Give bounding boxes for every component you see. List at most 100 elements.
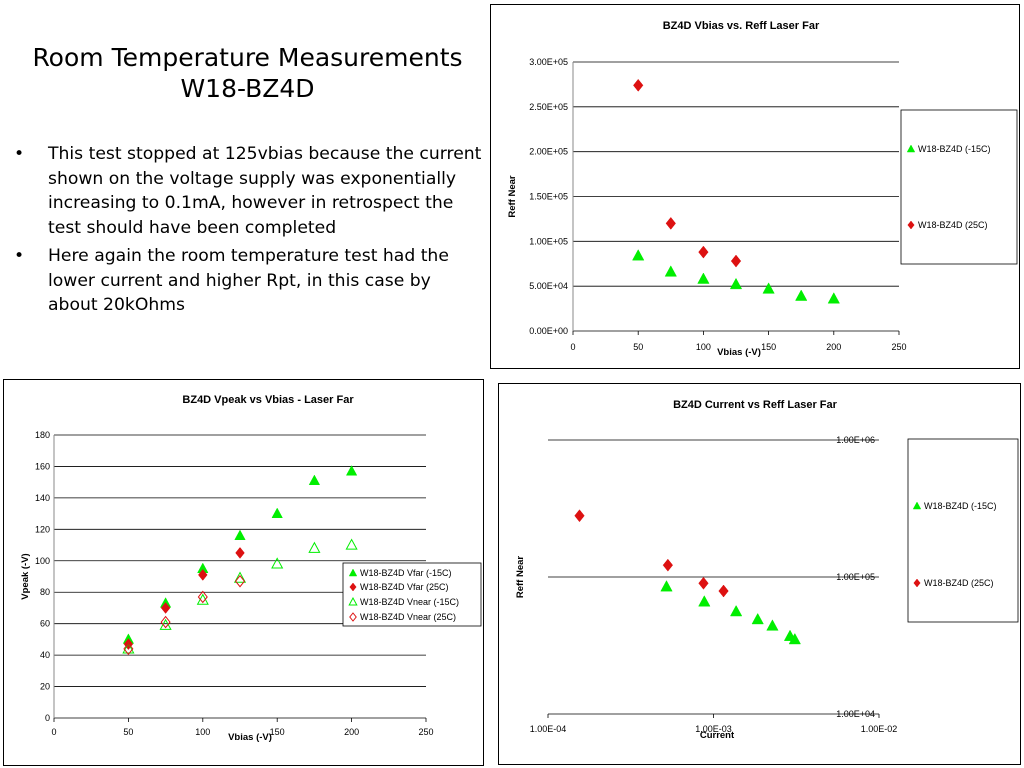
x-tick-label: 1.00E-03 <box>695 724 732 734</box>
data-point <box>271 557 284 569</box>
x-tick-label: 0 <box>51 727 56 737</box>
x-tick-label: 150 <box>270 727 285 737</box>
data-point <box>160 615 171 629</box>
x-tick-label: 150 <box>761 342 776 352</box>
bullet-item: • Here again the room temperature test h… <box>14 244 484 318</box>
data-point <box>766 619 779 631</box>
legend-box <box>900 109 1018 265</box>
x-tick-label: 50 <box>633 342 643 352</box>
bullet-text: Here again the room temperature test had… <box>48 246 449 315</box>
y-tick-label: 0 <box>45 713 50 723</box>
chart-panel-vpeak-vbias: BZ4D Vpeak vs Vbias - Laser Far 0 20 40 60 80… <box>3 379 484 766</box>
y-tick-label: 3.00E+05 <box>529 57 568 67</box>
chart-panel-current-reff: BZ4D Current vs Reff Laser Far 1.00E+04 1.… <box>498 383 1021 765</box>
x-tick-label: 250 <box>891 342 906 352</box>
chart-title: BZ4D Vpeak vs Vbias - Laser Far <box>182 394 354 406</box>
data-point <box>197 590 208 604</box>
legend-label: W18-BZ4D Vnear (25C) <box>360 612 456 622</box>
y-tick-label: 1.50E+05 <box>529 192 568 202</box>
data-point <box>308 474 321 485</box>
x-tick-label: 100 <box>195 727 210 737</box>
legend-marker <box>906 144 916 153</box>
legend-box <box>907 438 1019 623</box>
legend-label: W18-BZ4D (-15C) <box>918 144 991 154</box>
y-tick-label: 80 <box>40 587 50 597</box>
legend-marker <box>913 578 921 588</box>
legend-marker <box>912 501 922 510</box>
y-axis-label: Reff Near <box>507 175 518 218</box>
legend-label: W18-BZ4D Vfar (-15C) <box>360 568 452 578</box>
y-tick-label: 60 <box>40 619 50 629</box>
bullet-list: • This test stopped at 125vbias because … <box>14 142 484 322</box>
current-reff-chart: BZ4D Current vs Reff Laser Far 1.00E+04 1.… <box>515 399 1019 741</box>
y-tick-label: 100 <box>35 556 50 566</box>
legend-marker <box>348 596 358 606</box>
data-point <box>632 249 645 261</box>
y-axis-label: Reff Near <box>515 556 526 599</box>
chart-title: BZ4D Vbias vs. Reff Laser Far <box>663 20 820 32</box>
data-point <box>198 569 208 581</box>
legend-box <box>342 562 482 627</box>
data-point <box>730 254 742 268</box>
data-point <box>160 602 171 614</box>
x-tick-label: 50 <box>123 727 133 737</box>
bullet-text: This test stopped at 125vbias because th… <box>48 144 482 238</box>
data-point <box>234 574 246 588</box>
y-tick-label: 140 <box>35 493 50 503</box>
y-tick-label: 40 <box>40 650 50 660</box>
data-point <box>633 78 644 92</box>
y-tick-label: 1.00E+05 <box>529 236 568 246</box>
y-tick-label: 5.00E+04 <box>529 281 568 291</box>
bullet-symbol: • <box>14 144 25 164</box>
x-tick-label: 250 <box>418 727 433 737</box>
legend-marker <box>907 220 915 230</box>
y-tick-label: 160 <box>35 461 50 471</box>
legend-label: W18-BZ4D (25C) <box>924 578 994 588</box>
legend-label: W18-BZ4D (-15C) <box>924 501 997 511</box>
x-tick-label: 100 <box>696 342 711 352</box>
y-axis-label: Vpeak (-V) <box>20 553 31 599</box>
data-point <box>660 580 673 592</box>
data-point <box>718 584 729 598</box>
chart-title: BZ4D Current vs Reff Laser Far <box>673 399 838 411</box>
y-tick-label: 2.50E+05 <box>529 102 568 112</box>
x-tick-label: 0 <box>570 342 575 352</box>
data-point <box>795 289 808 301</box>
data-point <box>664 265 677 277</box>
data-point <box>762 282 775 294</box>
x-axis-label: Vbias (-V) <box>228 732 272 743</box>
data-point <box>698 595 711 607</box>
data-point <box>345 465 358 476</box>
data-point <box>308 541 321 553</box>
data-point <box>698 245 709 259</box>
vbias-reff-chart: BZ4D Vbias vs. Reff Laser Far 0.00E+00 5.0… <box>507 20 1018 358</box>
data-point <box>751 612 764 625</box>
chart-panel-vbias-reff: BZ4D Vbias vs. Reff Laser Far 0.00E+00 5.0… <box>490 4 1020 369</box>
slide-title-line2: W18-BZ4D <box>180 74 315 103</box>
legend-marker <box>348 568 358 577</box>
y-tick-label: 20 <box>40 682 50 692</box>
data-point <box>662 558 673 572</box>
data-point <box>665 216 676 230</box>
bullet-symbol: • <box>14 246 25 266</box>
x-tick-label: 200 <box>826 342 841 352</box>
x-axis-label: Vbias (-V) <box>717 347 761 358</box>
vpeak-vbias-chart: BZ4D Vpeak vs Vbias - Laser Far 0 20 40 60 80… <box>20 394 482 743</box>
y-tick-label: 0.00E+00 <box>529 326 568 336</box>
y-tick-label: 120 <box>35 524 50 534</box>
data-point <box>234 529 246 540</box>
data-point <box>730 604 743 617</box>
bullet-item: • This test stopped at 125vbias because … <box>14 142 484 240</box>
x-axis-label: Current <box>700 730 735 741</box>
data-point <box>235 547 245 559</box>
x-tick-label: 1.00E-04 <box>530 724 567 734</box>
slide-title-line1: Room Temperature Measurements <box>32 43 463 72</box>
legend-label: W18-BZ4D Vnear (-15C) <box>360 597 459 607</box>
data-point <box>827 292 840 304</box>
x-tick-label: 1.00E-02 <box>861 724 898 734</box>
data-point <box>697 272 710 284</box>
y-tick-label: 180 <box>35 430 50 440</box>
data-point <box>122 642 135 654</box>
data-point <box>345 538 358 550</box>
legend-label: W18-BZ4D Vfar (25C) <box>360 582 449 592</box>
